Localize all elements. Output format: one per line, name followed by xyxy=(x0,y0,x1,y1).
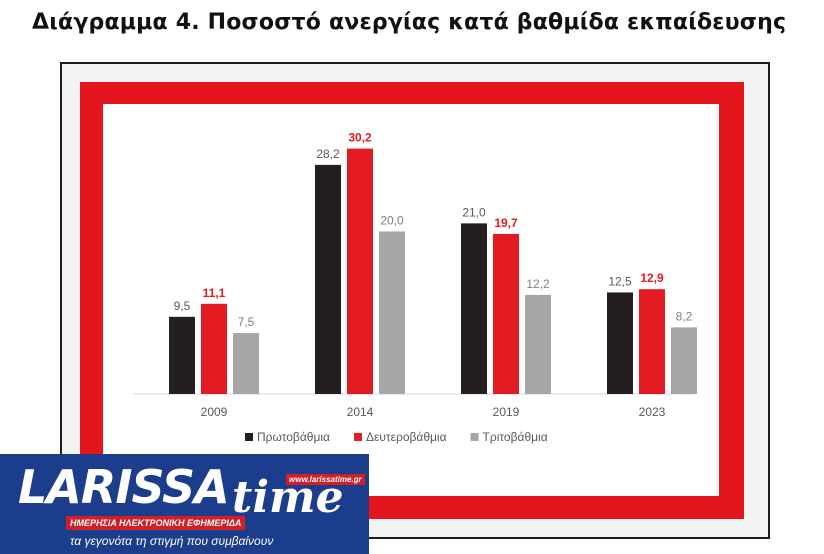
bar-chart: 9,5 11,1 7,5 2009 28,2 30,2 20,0 2014 21,0 19,7 12… xyxy=(133,131,697,444)
page-title: Διάγραμμα 4. Ποσοστό ανεργίας κατά βαθμί… xyxy=(32,10,787,35)
bar xyxy=(379,231,405,394)
bar xyxy=(233,333,259,394)
data-label: 12,5 xyxy=(608,274,632,288)
logo-wordmark: LARISSA xyxy=(18,460,230,514)
bar xyxy=(315,164,341,394)
x-tick-label: 2014 xyxy=(347,405,374,419)
bar xyxy=(493,233,519,394)
x-tick-label: 2023 xyxy=(639,405,666,419)
data-label: 19,7 xyxy=(494,216,518,230)
bar xyxy=(639,289,665,394)
logo-tagline: ΗΜΕΡΗΣΙΑ ΗΛΕΚΤΡΟΝΙΚΗ ΕΦΗΜΕΡΙΔΑ xyxy=(66,516,246,530)
logo-url: www.larissatime.gr xyxy=(286,474,365,485)
x-tick-label: 2019 xyxy=(493,405,520,419)
data-label: 28,2 xyxy=(316,147,340,161)
legend-swatch xyxy=(353,433,362,441)
data-label: 7,5 xyxy=(238,315,255,329)
legend-label: Τριτοβάθμια xyxy=(483,430,548,444)
legend-swatch xyxy=(245,433,253,441)
bar xyxy=(201,303,227,394)
data-label: 21,0 xyxy=(462,205,486,219)
bar xyxy=(347,148,373,394)
larissatime-logo: LARISSA time www.larissatime.gr ΗΜΕΡΗΣΙΑ… xyxy=(0,454,369,554)
chart-panel: 9,5 11,1 7,5 2009 28,2 30,2 20,0 2014 21,0 19,7 12… xyxy=(103,104,719,496)
legend-swatch xyxy=(470,433,479,441)
bar xyxy=(169,316,195,394)
data-label: 8,2 xyxy=(676,309,693,323)
bar xyxy=(607,292,633,394)
legend-label: Πρωτοβάθμια xyxy=(257,430,330,444)
data-label: 9,5 xyxy=(174,299,191,313)
x-tick-label: 2009 xyxy=(201,405,228,419)
data-label: 12,9 xyxy=(640,271,664,285)
data-label: 20,0 xyxy=(380,214,404,228)
bar xyxy=(461,223,487,394)
data-label: 30,2 xyxy=(348,131,372,145)
bar xyxy=(525,294,551,394)
data-label: 12,2 xyxy=(526,277,550,291)
logo-slogan: τα γεγονότα τη στιγμή που συμβαίνουν xyxy=(70,534,274,548)
bar xyxy=(671,327,697,394)
data-label: 11,1 xyxy=(203,286,226,300)
legend-label: Δευτεροβάθμια xyxy=(366,430,447,444)
